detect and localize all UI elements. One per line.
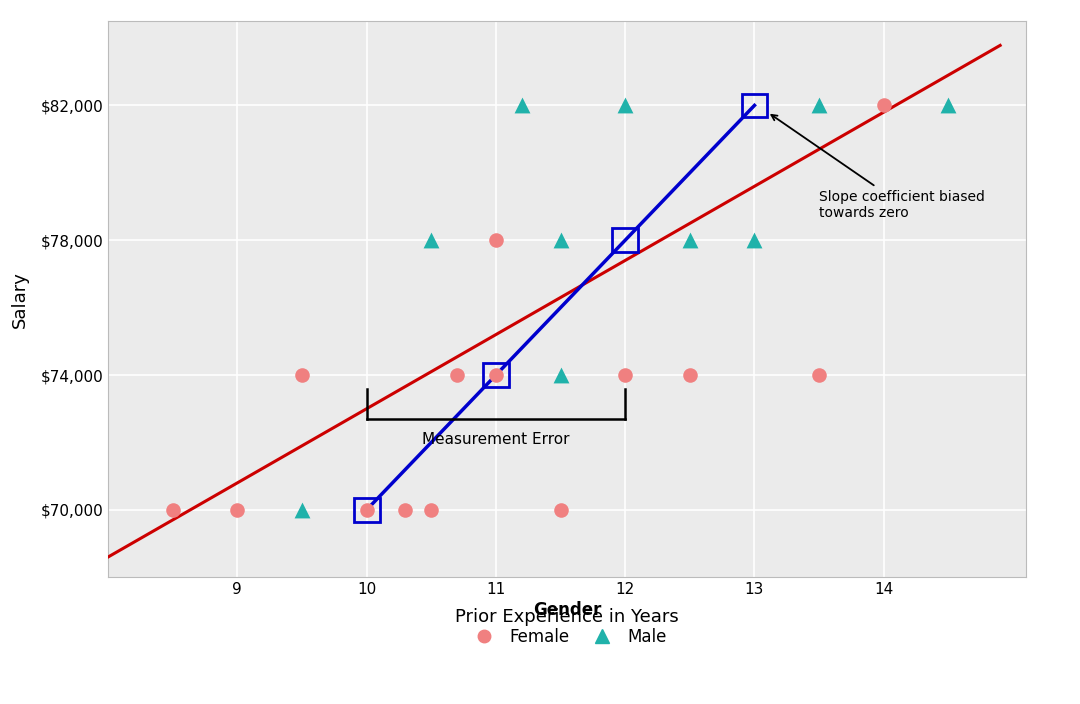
Point xyxy=(681,370,699,381)
Point xyxy=(294,370,311,381)
Point xyxy=(552,234,569,246)
Bar xyxy=(483,363,509,386)
Text: Slope coefficient biased
towards zero: Slope coefficient biased towards zero xyxy=(771,115,985,220)
Point xyxy=(487,234,504,246)
Text: Measurement Error: Measurement Error xyxy=(422,432,569,447)
Point xyxy=(810,370,827,381)
Point xyxy=(422,504,440,515)
Bar xyxy=(612,228,638,252)
Bar xyxy=(353,498,379,522)
Point xyxy=(617,370,634,381)
Point xyxy=(746,234,764,246)
Point xyxy=(294,504,311,515)
Point xyxy=(164,504,181,515)
Point xyxy=(357,504,375,515)
Point xyxy=(875,100,892,111)
Point xyxy=(617,100,634,111)
Point xyxy=(552,370,569,381)
Legend: Female, Male: Female, Male xyxy=(460,595,674,653)
Point xyxy=(681,234,699,246)
Point xyxy=(552,504,569,515)
Point xyxy=(940,100,957,111)
Point xyxy=(487,370,504,381)
Point xyxy=(810,100,827,111)
Point xyxy=(422,234,440,246)
Point xyxy=(448,370,465,381)
Bar xyxy=(742,94,768,117)
Y-axis label: Salary: Salary xyxy=(11,271,29,327)
Point xyxy=(229,504,246,515)
Point xyxy=(513,100,530,111)
X-axis label: Prior Experience in Years: Prior Experience in Years xyxy=(455,608,679,627)
Point xyxy=(396,504,414,515)
